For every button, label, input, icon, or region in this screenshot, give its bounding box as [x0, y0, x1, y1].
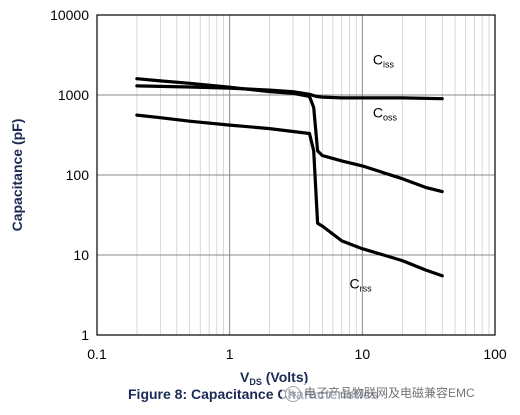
y-tick-labels: 1 10 100 1000 10000 [50, 7, 89, 343]
series-line-ciss [135, 84, 444, 101]
y-axis-label: Capacitance (pF) [9, 119, 25, 232]
series-line-crss [135, 113, 444, 278]
y-tick-label: 10000 [50, 7, 89, 23]
x-axis-label-unit: (Volts) [262, 369, 308, 385]
series-line-coss [135, 77, 444, 194]
watermark-text: 电子产品物联网及电磁兼容EMC [304, 386, 475, 400]
plot-frame [96, 14, 496, 336]
y-tick-label: 1 [81, 327, 89, 343]
series-group [135, 77, 444, 278]
watermark: ✻ 电子产品物联网及电磁兼容EMC [282, 383, 478, 403]
wechat-icon: ✻ [285, 385, 301, 402]
x-tick-labels: 0.1 1 10 100 [87, 346, 507, 362]
series-label-crss: Crss [349, 276, 372, 294]
y-tick-label: 100 [66, 167, 90, 183]
x-tick-label: 1 [226, 346, 234, 362]
series-label-coss: Coss [373, 105, 398, 123]
x-tick-label: 0.1 [87, 346, 107, 362]
x-tick-label: 10 [355, 346, 371, 362]
series-label-ciss: Ciss [373, 52, 395, 70]
series-labels: Ciss Coss Crss [349, 52, 397, 294]
x-axis-label-sub: DS [249, 377, 262, 387]
y-tick-label: 1000 [58, 87, 89, 103]
y-tick-label: 10 [73, 247, 89, 263]
grid [97, 15, 495, 335]
x-tick-label: 100 [483, 346, 507, 362]
x-axis-label: VDS (Volts) [240, 369, 308, 387]
x-axis-label-main: V [240, 369, 250, 385]
